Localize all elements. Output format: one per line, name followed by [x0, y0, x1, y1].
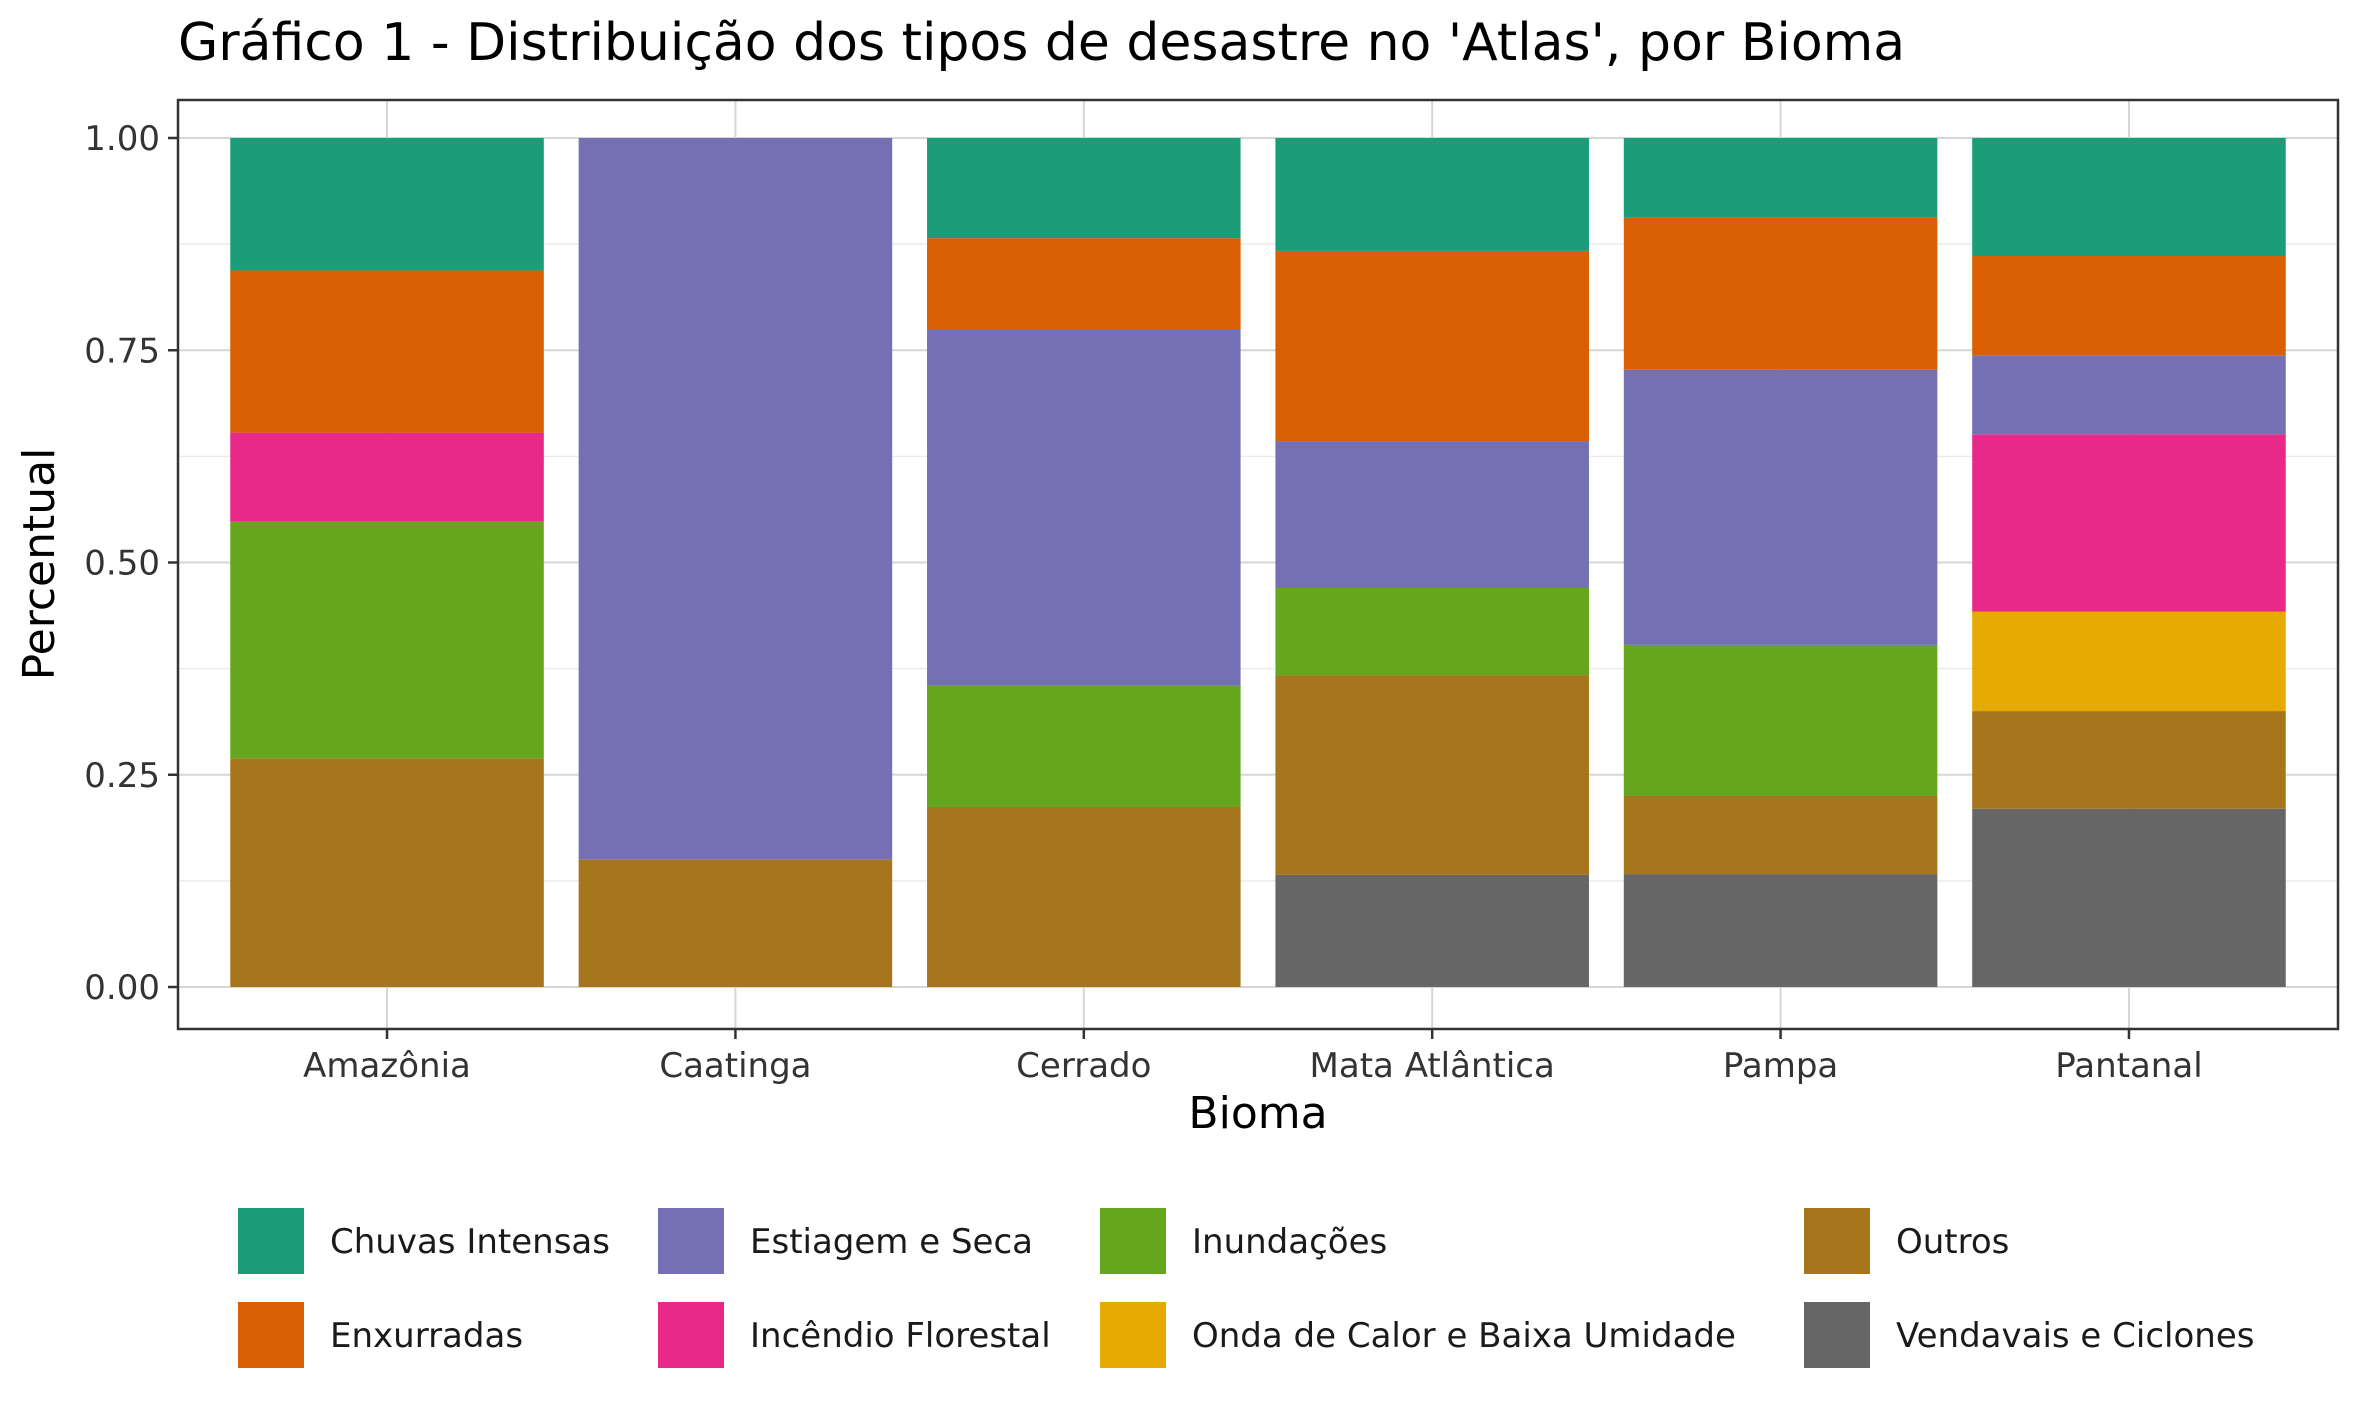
legend-item: Inundações	[1100, 1208, 1387, 1274]
x-axis-title: Bioma	[1188, 1088, 1327, 1139]
bar-segment	[1623, 874, 1938, 987]
legend-label: Enxurradas	[330, 1316, 523, 1356]
bar-segment	[230, 521, 544, 759]
bar-segment	[1623, 644, 1938, 796]
legend-label: Inundações	[1192, 1222, 1387, 1262]
bar-segment	[578, 859, 893, 987]
y-axis: 0.00 0.25 0.50 0.75 1.00	[84, 119, 178, 1008]
y-tick-label: 0.25	[84, 756, 160, 796]
bar-segment	[1972, 611, 2286, 712]
bar-segment	[927, 807, 1241, 987]
bar-segment	[927, 685, 1241, 808]
x-tick-label: Pampa	[1723, 1046, 1838, 1086]
y-tick-label: 0.00	[84, 968, 160, 1008]
legend-swatch	[238, 1208, 304, 1274]
bar-segment	[1275, 250, 1589, 442]
legend-label: Outros	[1896, 1222, 2009, 1262]
y-axis-title: Percentual	[14, 448, 65, 681]
bar-segment	[1275, 675, 1589, 875]
bar-segment	[927, 138, 1241, 239]
y-tick-label: 1.00	[84, 119, 160, 159]
legend-item: Incêndio Florestal	[658, 1302, 1051, 1368]
legend-swatch	[1804, 1302, 1870, 1368]
bar-segment	[1972, 138, 2286, 257]
legend-label: Chuvas Intensas	[330, 1222, 610, 1262]
bar-segment	[230, 138, 544, 271]
bar-segment	[1275, 138, 1589, 251]
x-tick-label: Cerrado	[1016, 1046, 1151, 1086]
bar-segment	[1623, 369, 1938, 645]
legend-label: Estiagem e Seca	[750, 1222, 1033, 1262]
bar-segment	[230, 758, 544, 987]
legend-item: Estiagem e Seca	[658, 1208, 1033, 1274]
bar-segment	[1275, 441, 1589, 588]
x-tick-label: Caatinga	[659, 1046, 811, 1086]
bar-segment	[1623, 217, 1938, 370]
legend-item: Outros	[1804, 1208, 2009, 1274]
bar-segment	[927, 238, 1241, 330]
bar-segment	[1275, 874, 1589, 987]
bar-segment	[230, 432, 544, 522]
legend-swatch	[658, 1302, 724, 1368]
y-tick-label: 0.50	[84, 544, 160, 584]
x-tick-label: Amazônia	[303, 1046, 471, 1086]
bar-segment	[927, 329, 1241, 686]
legend-swatch	[238, 1302, 304, 1368]
legend-swatch	[1100, 1208, 1166, 1274]
bar-segment	[1972, 808, 2286, 987]
bar-segment	[1275, 587, 1589, 676]
x-tick-label: Mata Atlântica	[1310, 1046, 1555, 1086]
legend-item: Enxurradas	[238, 1302, 523, 1368]
legend-item: Onda de Calor e Baixa Umidade	[1100, 1302, 1736, 1368]
bars	[230, 138, 2286, 987]
legend-swatch	[1100, 1302, 1166, 1368]
bar-segment	[230, 270, 544, 433]
x-tick-label: Pantanal	[2055, 1046, 2202, 1086]
legend-label: Incêndio Florestal	[750, 1316, 1051, 1356]
panel-border	[176, 98, 2340, 1031]
bar-segment	[1972, 711, 2286, 809]
legend-item: Vendavais e Ciclones	[1804, 1302, 2254, 1368]
legend-swatch	[658, 1208, 724, 1274]
x-axis: Amazônia Caatinga Cerrado Mata Atlântica Pam…	[303, 1029, 2203, 1086]
legend: Chuvas Intensas Enxurradas Estiagem e Seca…	[238, 1208, 2254, 1368]
bar-segment	[1972, 355, 2286, 435]
y-tick-label: 0.75	[84, 331, 160, 371]
legend-item: Chuvas Intensas	[238, 1208, 610, 1274]
legend-swatch	[1804, 1208, 1870, 1274]
legend-label: Onda de Calor e Baixa Umidade	[1192, 1316, 1736, 1356]
bar-segment	[1623, 795, 1938, 875]
bar-segment	[1972, 256, 2286, 356]
bar-segment	[1972, 434, 2286, 612]
bar-segment	[578, 138, 893, 860]
legend-label: Vendavais e Ciclones	[1896, 1316, 2254, 1356]
chart-title: Gráfico 1 - Distribuição dos tipos de de…	[178, 13, 1905, 73]
bar-segment	[1623, 138, 1938, 218]
